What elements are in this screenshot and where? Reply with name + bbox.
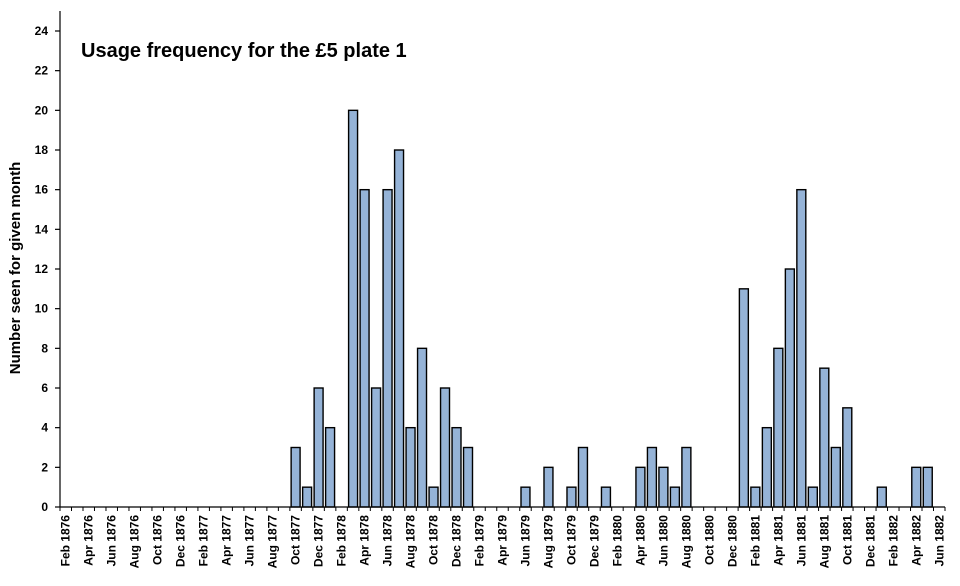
bar-may-1878	[370, 387, 382, 508]
x-tick-label: Jun 1879	[518, 515, 532, 567]
x-tick-label: Jun 1877	[243, 515, 257, 567]
x-tick-label: Apr 1878	[358, 515, 372, 566]
x-tick-label: Aug 1876	[128, 515, 142, 569]
x-tick-label: Dec 1881	[863, 515, 877, 567]
x-tick-label: Feb 1879	[473, 515, 487, 567]
y-tick-label: 20	[35, 103, 49, 117]
bar-feb-1881	[750, 486, 761, 508]
x-tick-label: Dec 1878	[450, 515, 464, 567]
bar-apr-1878	[359, 188, 370, 508]
bar-may-1882	[922, 466, 933, 508]
bar-jul-1881	[807, 486, 819, 508]
bar-jan-1881	[738, 288, 750, 508]
bar-aug-1880	[681, 446, 692, 508]
x-tick-label: Apr 1876	[82, 515, 96, 566]
bar-may-1881	[784, 268, 796, 508]
x-tick-label: Feb 1881	[748, 515, 762, 567]
bar-apr-1880	[635, 466, 646, 508]
bar-jun-1878	[382, 188, 393, 508]
x-tick-label: Oct 1880	[702, 515, 716, 565]
y-tick-label: 12	[35, 262, 49, 276]
bars-group	[290, 109, 933, 508]
x-tick-label: Aug 1881	[817, 515, 831, 569]
bar-oct-1878	[428, 486, 439, 508]
bar-mar-1881	[761, 426, 773, 508]
bar-sep-1878	[416, 347, 428, 508]
bar-mar-1878	[347, 109, 359, 508]
x-tick-label: Dec 1876	[174, 515, 188, 567]
x-tick-label: Jun 1878	[381, 515, 395, 567]
y-tick-label: 14	[35, 222, 49, 236]
x-tick-label: Oct 1877	[289, 515, 303, 565]
x-tick-label: Apr 1880	[633, 515, 647, 566]
x-tick-label: Oct 1881	[840, 515, 854, 565]
chart-title: Usage frequency for the £5 plate 1	[81, 40, 407, 62]
x-tick-label: Oct 1879	[564, 515, 578, 565]
bar-apr-1881	[773, 347, 784, 508]
x-tick-label: Apr 1879	[496, 515, 510, 566]
y-tick-label: 10	[35, 302, 49, 316]
x-tick-label: Jun 1881	[794, 515, 808, 567]
x-tick-label: Jun 1882	[932, 515, 946, 567]
y-tick-label: 6	[41, 381, 48, 395]
x-tick-label: Apr 1881	[771, 515, 785, 566]
y-tick-label: 18	[35, 143, 49, 157]
bar-oct-1879	[566, 486, 577, 508]
x-tick-label: Feb 1876	[59, 515, 73, 567]
x-tick-label: Dec 1880	[725, 515, 739, 567]
x-tick-label: Feb 1880	[610, 515, 624, 567]
y-tick-label: 2	[41, 460, 48, 474]
bar-oct-1881	[842, 407, 853, 508]
x-tick-label: Dec 1877	[312, 515, 326, 567]
x-tick-label: Jun 1876	[105, 515, 119, 567]
x-tick-label: Dec 1879	[587, 515, 601, 567]
bar-aug-1878	[405, 426, 416, 508]
bar-jan-1882	[876, 486, 887, 508]
x-tick-label: Jun 1880	[656, 515, 670, 567]
bar-apr-1882	[911, 466, 922, 508]
y-axis-title-group: Number seen for given month	[7, 162, 24, 375]
bar-jan-1878	[324, 426, 336, 508]
x-tick-label: Apr 1882	[909, 515, 923, 566]
bar-aug-1879	[543, 466, 554, 508]
x-tick-label: Feb 1877	[197, 515, 211, 567]
x-tick-label: Aug 1877	[266, 515, 280, 569]
bar-jan-1879	[462, 446, 474, 508]
x-tick-label: Oct 1876	[151, 515, 165, 565]
bar-aug-1881	[819, 367, 830, 508]
x-tick-label: Aug 1880	[679, 515, 693, 569]
x-tick-label: Aug 1879	[541, 515, 555, 569]
x-tick-label: Aug 1878	[404, 515, 418, 569]
bar-dec-1877	[313, 387, 324, 508]
bar-jun-1880	[658, 466, 669, 508]
x-tick-label: Feb 1882	[886, 515, 900, 567]
bar-jul-1878	[393, 149, 405, 508]
y-axis-title: Number seen for given month	[7, 162, 24, 375]
x-tick-label: Feb 1878	[335, 515, 349, 567]
bar-jul-1880	[669, 486, 681, 508]
y-tick-label: 16	[35, 183, 49, 197]
axes-group	[59, 11, 945, 508]
x-ticks-group: Feb 1876 Apr 1876 Jun 1876 Aug 1876 Oct 1876…	[59, 507, 946, 569]
y-tick-label: 0	[41, 500, 48, 514]
bar-nov-1877	[301, 486, 313, 508]
x-tick-label: Oct 1878	[427, 515, 441, 565]
bar-jun-1879	[520, 486, 531, 508]
bar-jun-1881	[796, 188, 807, 508]
y-tick-label: 8	[41, 341, 48, 355]
bar-nov-1879	[577, 446, 589, 508]
bar-may-1880	[646, 446, 658, 508]
bar-nov-1878	[439, 387, 451, 508]
bar-dec-1878	[451, 426, 462, 508]
y-tick-label: 24	[35, 24, 49, 38]
bar-oct-1877	[290, 446, 301, 508]
bar-sep-1881	[830, 446, 841, 508]
x-tick-label: Apr 1877	[220, 515, 234, 566]
bar-jan-1880	[600, 486, 612, 508]
y-tick-label: 4	[41, 421, 48, 435]
y-tick-label: 22	[35, 64, 49, 78]
